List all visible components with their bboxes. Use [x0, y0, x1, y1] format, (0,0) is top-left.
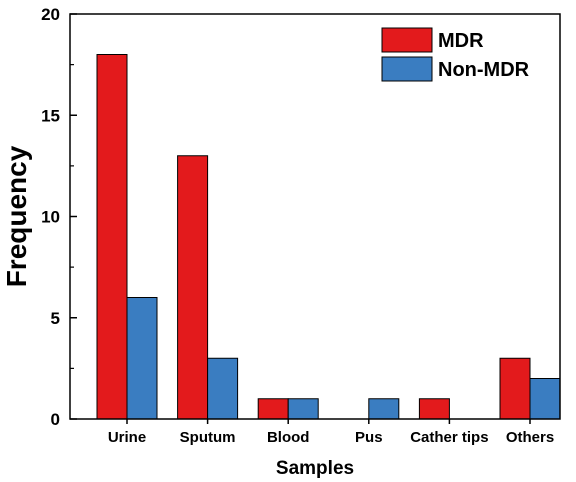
bar-non-mdr-sputum: [207, 357, 239, 420]
y-axis-title: Frequency: [1, 145, 32, 287]
x-axis-title: Samples: [276, 458, 354, 479]
bar-mdr-others: [499, 357, 531, 420]
plot-frame: [69, 13, 561, 420]
legend-label-non-mdr: Non-MDR: [438, 59, 530, 81]
legend-swatch-mdr: [381, 27, 433, 53]
y-axis-ticks: 0 5 10 15 20: [41, 5, 77, 429]
x-tick-label: Sputum: [180, 429, 236, 446]
bar-mdr-blood: [257, 398, 289, 420]
y-tick-label: 10: [41, 208, 60, 227]
bars: [96, 54, 561, 420]
bar-non-mdr-others: [529, 378, 561, 420]
x-tick-label: Cather tips: [410, 429, 488, 446]
bar-non-mdr-blood: [287, 398, 319, 420]
legend-swatch-non-mdr: [381, 56, 433, 82]
y-tick-label: 0: [51, 410, 60, 429]
bar-mdr-sputum: [177, 155, 209, 420]
bar-non-mdr-pus: [368, 398, 400, 420]
bar-mdr-urine: [96, 54, 128, 420]
x-tick-label: Blood: [267, 429, 310, 446]
bar-non-mdr-urine: [126, 297, 158, 420]
x-tick-label: Others: [506, 429, 554, 446]
bar-mdr-cather-tips: [418, 398, 450, 420]
y-tick-label: 15: [41, 106, 60, 125]
y-tick-label: 5: [51, 309, 60, 328]
y-tick-label: 20: [41, 5, 60, 24]
x-tick-label: Urine: [108, 429, 146, 446]
x-tick-label: Pus: [355, 429, 383, 446]
legend: MDR Non-MDR: [381, 27, 530, 82]
legend-label-mdr: MDR: [438, 30, 484, 52]
x-axis-tick-labels: Urine Sputum Blood Pus Cather tips Others: [108, 419, 554, 446]
